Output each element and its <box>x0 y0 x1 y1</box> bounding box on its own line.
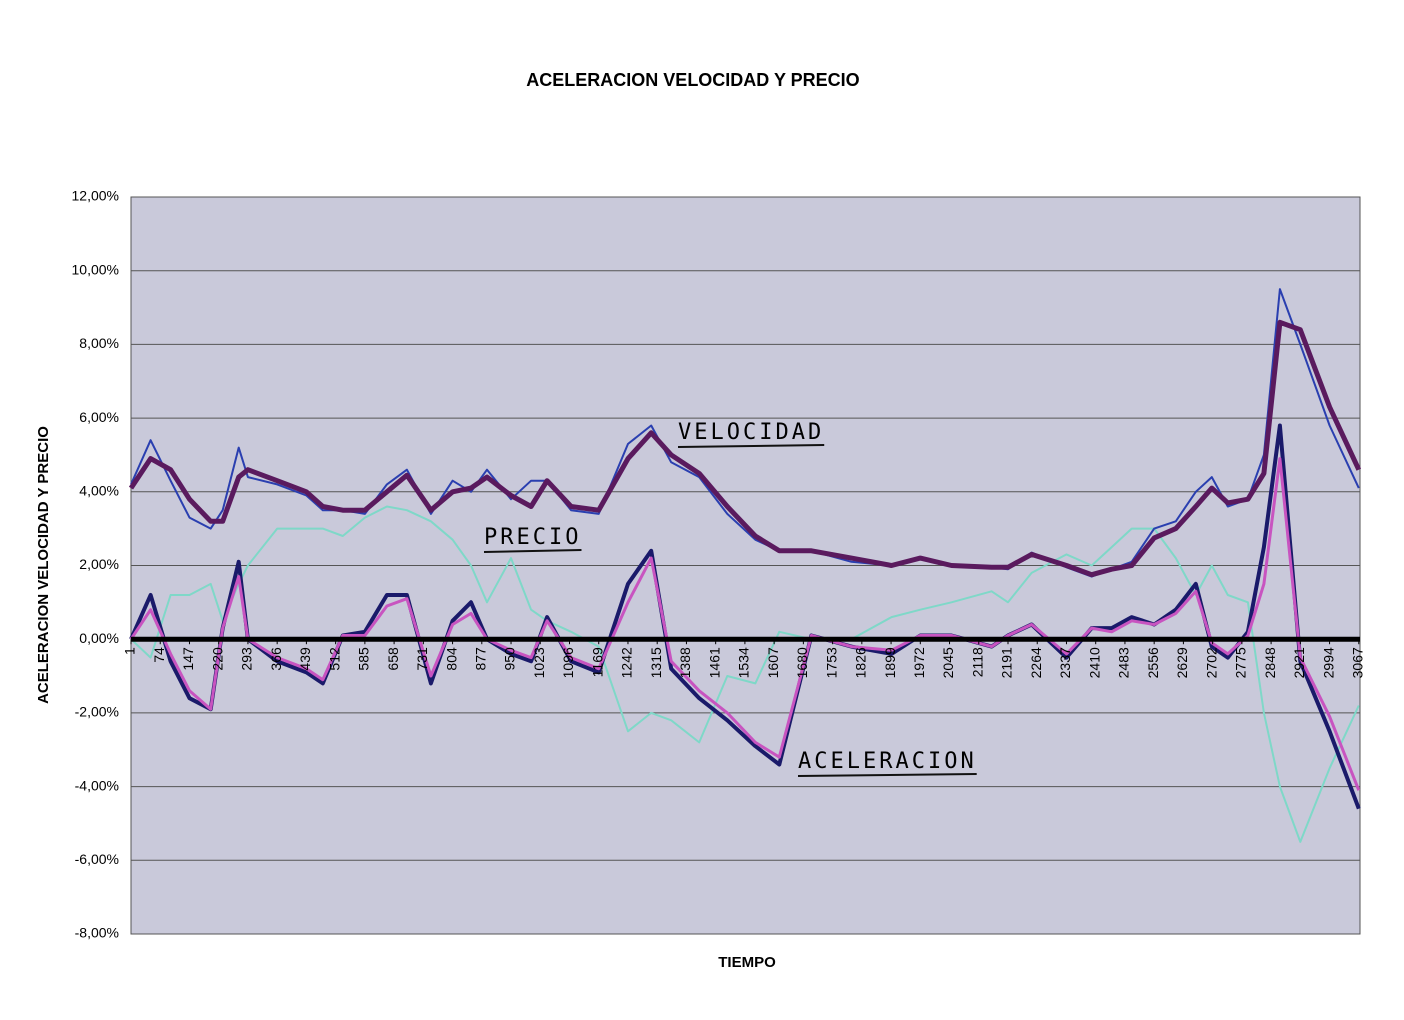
x-tick-label: 731 <box>414 647 430 671</box>
x-tick-label: 2337 <box>1057 647 1073 678</box>
series-line <box>130 505 1360 843</box>
x-tick-label: 2702 <box>1203 647 1219 678</box>
x-tick-label: 804 <box>443 647 459 671</box>
x-tick-label: 1753 <box>823 647 839 678</box>
chart-title: ACELERACION VELOCIDAD Y PRECIO <box>526 70 859 90</box>
x-tick-label: 439 <box>297 647 313 671</box>
x-tick-label: 658 <box>385 647 401 671</box>
x-tick-label: 2921 <box>1291 647 1307 678</box>
annotation-underline <box>483 549 582 553</box>
x-tick-label: 74 <box>151 647 167 663</box>
x-tick-label: 1388 <box>677 647 693 678</box>
x-tick-label: 1315 <box>648 647 664 678</box>
series-line <box>129 423 1361 810</box>
x-tick-label: 1680 <box>794 647 810 678</box>
x-tick-label: 1534 <box>736 647 752 678</box>
y-tick-label: 4,00% <box>79 483 119 499</box>
x-tick-label: 2775 <box>1233 647 1249 678</box>
x-tick-label: 1899 <box>882 647 898 678</box>
x-tick-label: 2629 <box>1174 647 1190 678</box>
y-tick-label: 8,00% <box>79 335 119 351</box>
x-tick-label: 2410 <box>1086 647 1102 678</box>
y-tick-label: 12,00% <box>72 188 119 204</box>
y-tick-label: -6,00% <box>75 851 119 867</box>
annotation: ACELERACION <box>798 749 977 774</box>
x-tick-label: 293 <box>239 647 255 671</box>
x-tick-label: 512 <box>326 647 342 671</box>
x-tick-label: 2264 <box>1028 647 1044 678</box>
x-tick-label: 2045 <box>940 647 956 678</box>
series-line <box>129 457 1361 791</box>
x-tick-label: 877 <box>473 647 489 671</box>
y-tick-label: 2,00% <box>79 556 119 572</box>
x-tick-label: 1 <box>122 647 138 655</box>
x-tick-label: 1607 <box>765 647 781 678</box>
y-tick-label: 6,00% <box>79 409 119 425</box>
x-tick-label: 2556 <box>1145 647 1161 678</box>
x-tick-label: 2191 <box>999 647 1015 678</box>
x-tick-label: 220 <box>209 647 225 671</box>
x-tick-label: 2848 <box>1262 647 1278 678</box>
y-tick-label: -2,00% <box>75 704 119 720</box>
annotation-underline <box>677 444 825 448</box>
x-tick-label: 1096 <box>560 647 576 678</box>
y-axis-title: ACELERACION VELOCIDAD Y PRECIO <box>35 426 52 704</box>
y-tick-label: 10,00% <box>72 261 119 277</box>
x-tick-label: 2994 <box>1320 647 1336 678</box>
annotation: PRECIO <box>484 525 581 550</box>
series-line <box>128 319 1362 578</box>
x-tick-label: 1972 <box>911 647 927 678</box>
y-tick-label: -8,00% <box>75 925 119 941</box>
x-axis-title: TIEMPO <box>718 954 776 971</box>
x-tick-label: 950 <box>502 647 518 671</box>
annotation: VELOCIDAD <box>678 420 824 445</box>
x-tick-label: 3067 <box>1350 647 1366 678</box>
x-tick-label: 1242 <box>619 647 635 678</box>
x-tick-label: 585 <box>356 647 372 671</box>
x-tick-label: 2118 <box>969 647 985 677</box>
x-tick-label: 1826 <box>853 647 869 678</box>
x-tick-label: 2483 <box>1116 647 1132 678</box>
annotation-underline <box>797 773 977 777</box>
x-tick-label: 147 <box>180 647 196 671</box>
series-line <box>130 288 1360 578</box>
x-tick-label: 366 <box>268 647 284 671</box>
y-tick-label: 0,00% <box>79 630 119 646</box>
x-tick-label: 1023 <box>531 647 547 678</box>
y-tick-label: -4,00% <box>75 777 119 793</box>
x-tick-label: 1461 <box>706 647 722 678</box>
x-tick-label: 1169 <box>589 647 605 677</box>
